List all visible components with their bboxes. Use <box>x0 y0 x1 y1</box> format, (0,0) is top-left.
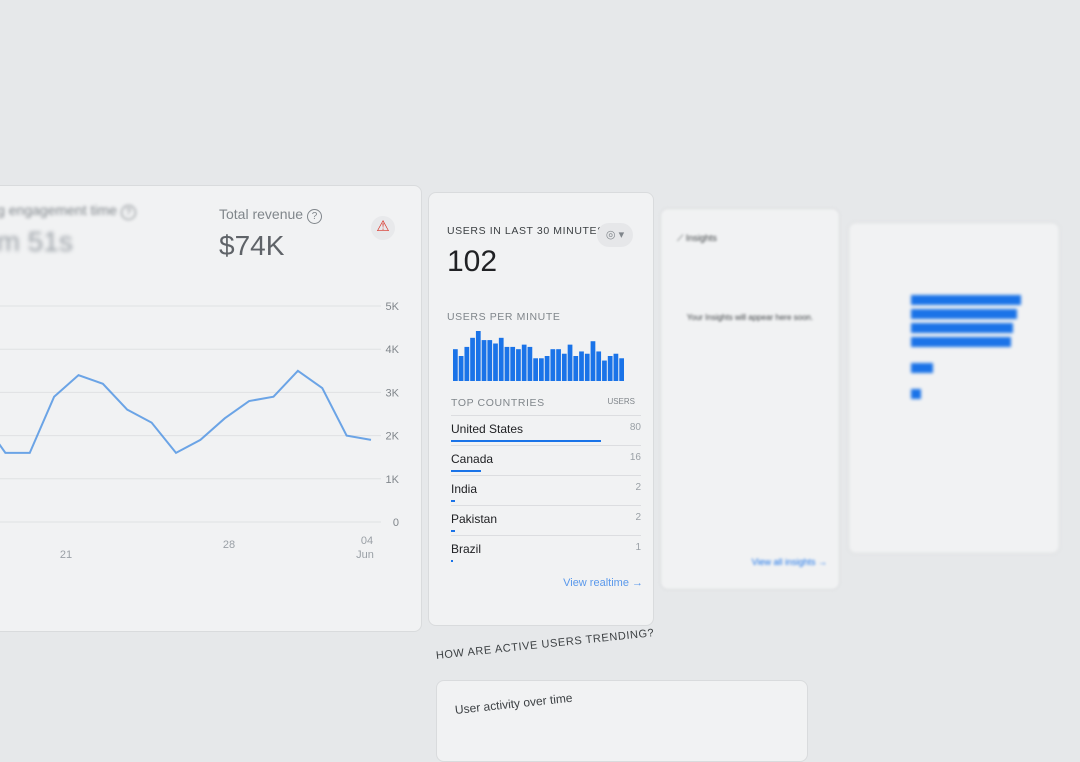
country-users-bar <box>451 470 481 472</box>
realtime-card: USERS IN LAST 30 MINUTES ◎ ▾ 102 USERS P… <box>428 192 654 626</box>
realtime-title: USERS IN LAST 30 MINUTES <box>447 225 605 237</box>
revenue-line <box>0 371 371 453</box>
per-minute-bar <box>453 349 458 381</box>
chevron-down-icon: ▾ <box>619 229 625 241</box>
engagement-value: 1m 51s <box>0 226 73 258</box>
revenue-label[interactable]: Total revenue? <box>219 206 322 224</box>
x-tick-label: 21 <box>60 549 72 561</box>
country-users-value: 80 <box>630 422 641 433</box>
per-minute-bar <box>505 347 510 381</box>
compare-dropdown[interactable]: ◎ ▾ <box>597 223 633 247</box>
view-all-insights-link[interactable]: View all insights → <box>752 557 827 567</box>
x-tick-label: Jun <box>356 549 374 561</box>
country-users-value: 1 <box>635 542 641 553</box>
per-minute-bar <box>499 338 504 381</box>
country-row[interactable]: United States 80 <box>451 415 641 446</box>
help-icon[interactable]: ? <box>307 209 322 224</box>
per-minute-bar <box>493 344 498 382</box>
section-title: HOW ARE ACTIVE USERS TRENDING? <box>435 627 655 662</box>
country-name: India <box>451 482 477 496</box>
per-minute-bar <box>596 351 601 381</box>
realtime-users-value: 102 <box>447 245 497 279</box>
country-users-bar <box>451 560 453 562</box>
insights-card: ⟋ Insights Your Insights will appear her… <box>660 208 840 590</box>
per-minute-bar <box>585 354 590 381</box>
country-users-bar <box>451 530 455 532</box>
per-minute-bar <box>619 358 624 381</box>
x-tick-label: 04 <box>361 535 373 547</box>
per-minute-bar <box>487 340 492 381</box>
engagement-label: Avg engagement time? <box>0 202 136 220</box>
y-tick-label: 5K <box>386 301 400 313</box>
y-tick-label: 4K <box>386 344 400 356</box>
x-tick-label: 28 <box>223 539 235 551</box>
per-minute-bar <box>602 361 607 381</box>
per-minute-bar <box>522 345 527 381</box>
per-minute-bar <box>608 356 613 381</box>
y-tick-label: 1K <box>386 474 400 486</box>
per-minute-bar <box>459 356 464 381</box>
country-name: Brazil <box>451 542 481 556</box>
per-minute-bar <box>614 354 619 381</box>
country-users-value: 2 <box>635 512 641 523</box>
per-minute-bar <box>539 358 544 381</box>
y-tick-label: 2K <box>386 431 400 443</box>
per-minute-bar <box>528 347 533 381</box>
per-minute-bar <box>533 358 538 381</box>
check-circle-icon: ◎ <box>606 229 616 241</box>
metrics-chart-card: Avg engagement time? 1m 51s Total revenu… <box>0 185 422 632</box>
per-minute-bar <box>470 338 475 381</box>
country-name: Pakistan <box>451 512 497 526</box>
warning-triangle-icon[interactable]: ⚠ <box>371 216 395 240</box>
country-row[interactable]: Pakistan 2 <box>451 505 641 536</box>
country-name: United States <box>451 422 523 436</box>
y-tick-label: 3K <box>386 387 400 399</box>
users-header: USERS <box>607 397 635 406</box>
insights-title: ⟋ Insights <box>677 233 717 244</box>
country-users-value: 2 <box>635 482 641 493</box>
per-minute-bar <box>591 341 596 381</box>
per-minute-bar <box>482 340 487 381</box>
country-name: Canada <box>451 452 493 466</box>
country-users-bar <box>451 440 601 442</box>
per-minute-bar <box>545 356 550 381</box>
right-chart-card <box>848 222 1060 554</box>
revenue-line-chart: 5K 4K 3K 2K 1K 0 21 28 04 Jun <box>0 296 411 586</box>
view-realtime-link[interactable]: View realtime → <box>563 577 643 589</box>
revenue-value: $74K <box>219 230 284 262</box>
country-row[interactable]: Canada 16 <box>451 445 641 476</box>
insights-headline: Your Insights will appear here soon. <box>681 313 819 322</box>
insights-icon: ⟋ <box>677 233 686 243</box>
per-minute-bar <box>568 345 573 381</box>
y-tick-label: 0 <box>393 517 399 529</box>
per-minute-bar <box>550 349 555 381</box>
country-users-bar <box>451 500 455 502</box>
per-minute-bar <box>510 347 515 381</box>
per-minute-bar <box>573 356 578 381</box>
user-activity-title: User activity over time <box>454 691 573 717</box>
user-activity-card: User activity over time <box>436 680 808 762</box>
help-icon[interactable]: ? <box>121 205 136 220</box>
per-minute-label: USERS PER MINUTE <box>447 311 560 323</box>
per-minute-bar <box>476 331 481 381</box>
users-per-minute-chart <box>453 329 625 381</box>
per-minute-bar <box>556 349 561 381</box>
country-row[interactable]: India 2 <box>451 475 641 506</box>
per-minute-bar <box>464 347 469 381</box>
per-minute-bar <box>562 354 567 381</box>
country-row[interactable]: Brazil 1 <box>451 535 641 566</box>
per-minute-bar <box>579 351 584 381</box>
per-minute-bar <box>516 349 521 381</box>
country-users-value: 16 <box>630 452 641 463</box>
top-countries-header: TOP COUNTRIES <box>451 397 545 409</box>
horizontal-bar-chart <box>849 223 1059 523</box>
